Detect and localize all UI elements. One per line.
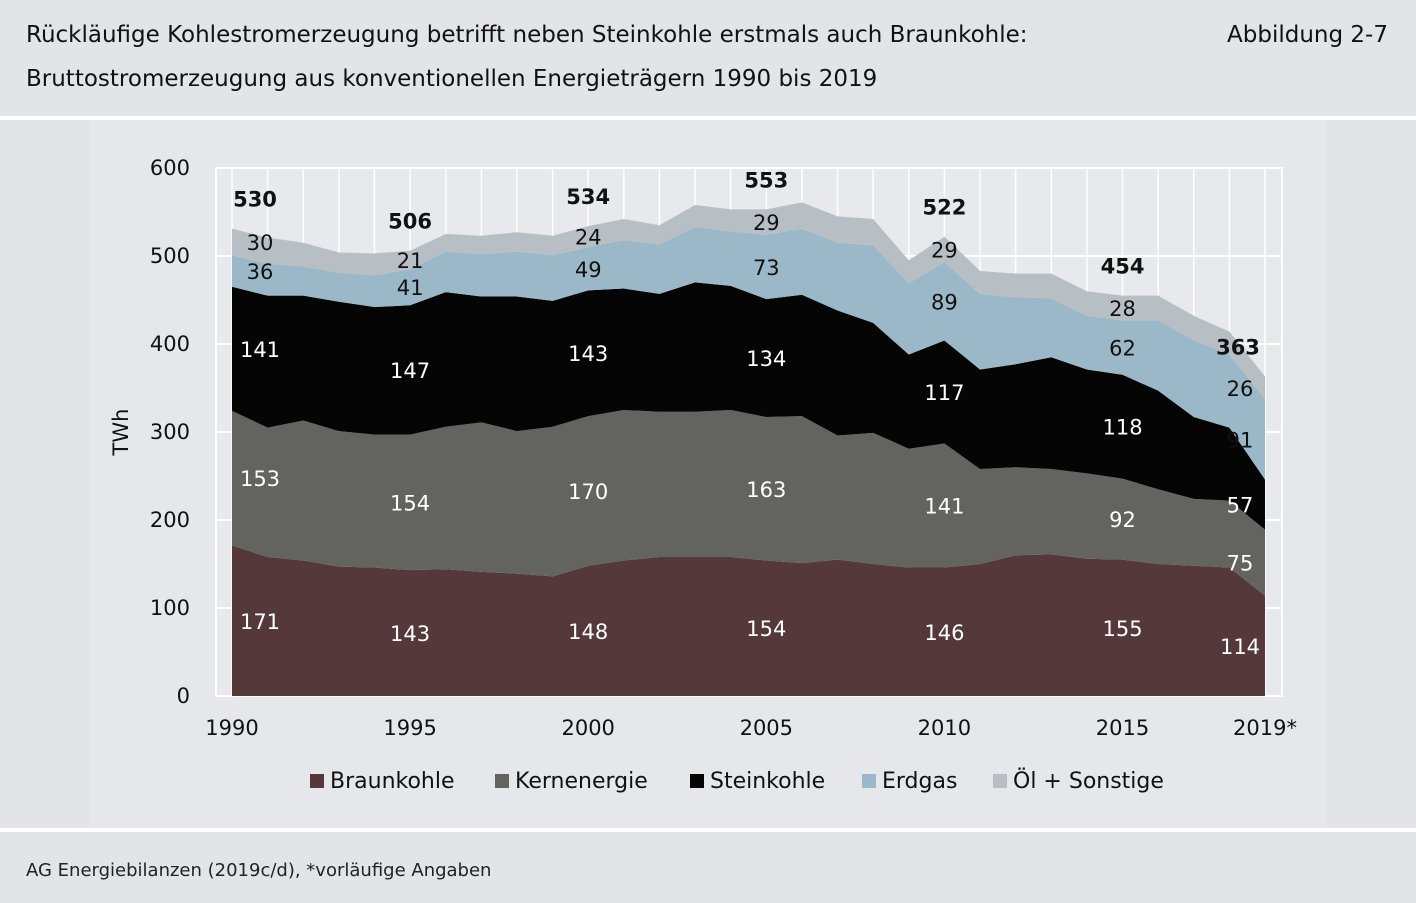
data-label: 143 xyxy=(568,342,608,366)
data-label: 146 xyxy=(924,621,964,645)
data-label: 154 xyxy=(390,491,430,515)
figure-number: Abbildung 2-7 xyxy=(1227,22,1388,48)
chart-title: Rückläufige Kohlestromerzeugung betrifft… xyxy=(26,22,1028,48)
data-label: 91 xyxy=(1227,428,1254,452)
data-label: 147 xyxy=(390,359,430,383)
legend-label: Braunkohle xyxy=(330,769,455,794)
area-kernenergie xyxy=(232,410,1265,596)
data-label: 143 xyxy=(390,622,430,646)
header-divider xyxy=(0,116,1416,120)
total-label: 534 xyxy=(566,185,610,209)
y-tick-label: 0 xyxy=(177,684,190,708)
data-label: 171 xyxy=(240,610,280,634)
legend-label: Erdgas xyxy=(882,769,957,794)
chart-subtitle: Bruttostromerzeugung aus konventionellen… xyxy=(26,66,878,92)
legend-swatch xyxy=(495,774,509,788)
data-label: 30 xyxy=(247,231,274,255)
area-braunkohle xyxy=(232,545,1265,696)
data-label: 24 xyxy=(575,226,602,250)
legend-swatch xyxy=(310,774,324,788)
data-label: 41 xyxy=(397,276,424,300)
legend-swatch xyxy=(993,774,1007,788)
y-tick-label: 500 xyxy=(150,244,190,268)
y-tick-label: 300 xyxy=(150,420,190,444)
data-label: 73 xyxy=(753,256,780,280)
data-label: 75 xyxy=(1227,552,1254,576)
data-label: 57 xyxy=(1227,494,1254,518)
data-label: 29 xyxy=(753,211,780,235)
data-label: 170 xyxy=(568,480,608,504)
data-label: 141 xyxy=(240,338,280,362)
y-tick-label: 100 xyxy=(150,596,190,620)
footer-divider xyxy=(0,828,1416,832)
data-label: 36 xyxy=(247,260,274,284)
data-label: 117 xyxy=(924,381,964,405)
legend-label: Kernenergie xyxy=(515,769,648,794)
legend-swatch xyxy=(862,774,876,788)
data-label: 163 xyxy=(746,478,786,502)
x-tick-label: 2010 xyxy=(918,716,971,740)
data-label: 21 xyxy=(397,249,424,273)
data-label: 118 xyxy=(1102,416,1142,440)
area-erdgas xyxy=(232,226,1265,480)
stacked-area-chart: 0 100 200 300 400 500 600 TWh 1990 1995 2000 2005 20… xyxy=(109,156,1297,794)
data-label: 62 xyxy=(1109,337,1136,361)
x-tick-label: 2019* xyxy=(1233,716,1297,740)
legend-label: Öl + Sonstige xyxy=(1013,768,1164,794)
x-tick-label: 1990 xyxy=(205,716,258,740)
data-label: 49 xyxy=(575,258,602,282)
legend-swatch xyxy=(690,774,704,788)
x-tick-label: 2015 xyxy=(1096,716,1149,740)
x-tick-label: 1995 xyxy=(383,716,436,740)
data-label: 28 xyxy=(1109,297,1136,321)
y-tick-label: 400 xyxy=(150,332,190,356)
data-label: 153 xyxy=(240,467,280,491)
source-note: AG Energiebilanzen (2019c/d), *vorläufig… xyxy=(26,860,492,881)
area-steinkohle xyxy=(232,282,1265,530)
y-tick-label: 200 xyxy=(150,508,190,532)
data-label: 89 xyxy=(931,290,958,314)
area-oel-sonstige xyxy=(232,202,1265,400)
x-tick-label: 2005 xyxy=(740,716,793,740)
total-label: 522 xyxy=(922,196,966,220)
data-label: 148 xyxy=(568,620,608,644)
data-label: 155 xyxy=(1102,617,1142,641)
y-tick-label: 600 xyxy=(150,156,190,180)
x-tick-label: 2000 xyxy=(561,716,614,740)
data-label: 134 xyxy=(746,347,786,371)
total-label: 530 xyxy=(233,188,277,212)
data-label: 92 xyxy=(1109,508,1136,532)
data-label: 114 xyxy=(1220,635,1260,659)
data-label: 29 xyxy=(931,238,958,262)
data-label: 141 xyxy=(924,494,964,518)
data-label: 154 xyxy=(746,617,786,641)
total-label: 454 xyxy=(1101,255,1145,279)
legend-label: Steinkohle xyxy=(710,769,825,794)
total-label: 506 xyxy=(388,210,432,234)
header: Rückläufige Kohlestromerzeugung betrifft… xyxy=(0,0,1416,116)
total-label: 363 xyxy=(1216,336,1260,360)
y-axis-label: TWh xyxy=(109,409,133,457)
data-label: 26 xyxy=(1227,377,1254,401)
total-label: 553 xyxy=(744,168,788,192)
